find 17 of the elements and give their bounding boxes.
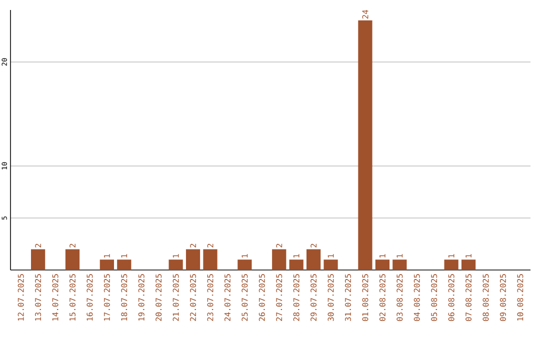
bar bbox=[117, 260, 132, 270]
bar bbox=[358, 20, 372, 270]
bar bbox=[306, 249, 321, 270]
bar bbox=[272, 249, 286, 270]
bar bbox=[289, 260, 304, 270]
bar bbox=[392, 260, 407, 270]
bar bbox=[444, 260, 458, 270]
bar bbox=[324, 260, 338, 270]
bar bbox=[461, 260, 476, 270]
bar bbox=[30, 249, 46, 270]
bar bbox=[375, 260, 390, 270]
bar bbox=[65, 249, 80, 270]
bar bbox=[238, 260, 252, 270]
bar bbox=[100, 260, 114, 270]
bar bbox=[186, 249, 200, 270]
bar bbox=[168, 260, 183, 270]
bar bbox=[203, 249, 218, 270]
